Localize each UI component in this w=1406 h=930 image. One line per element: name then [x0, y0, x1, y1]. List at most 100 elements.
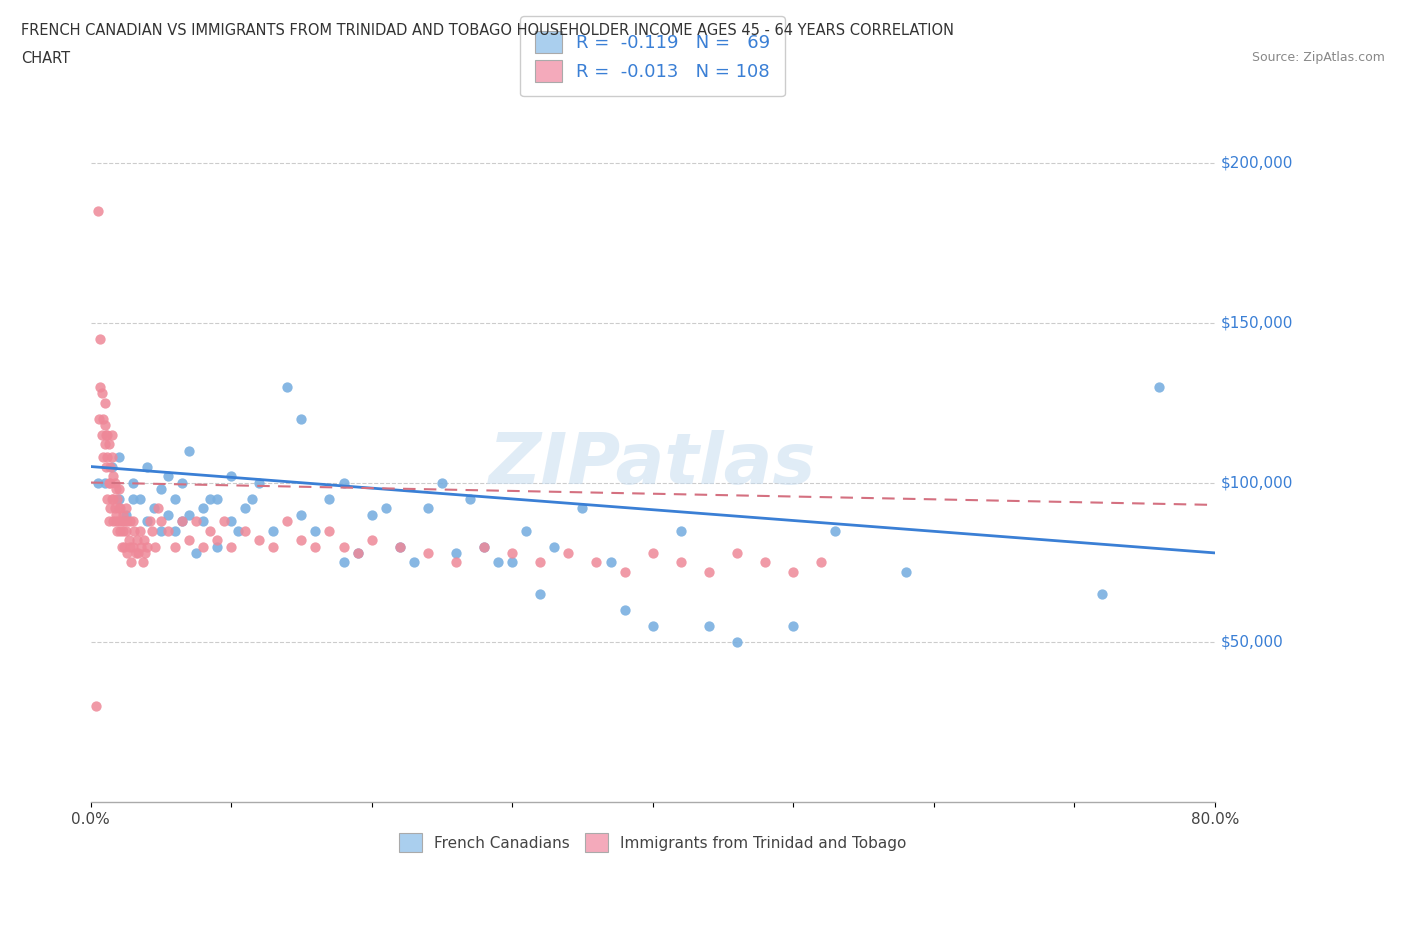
Text: ZIPatlas: ZIPatlas: [489, 430, 817, 499]
Point: [219, 469, 242, 484]
Point: [782, 619, 804, 634]
Point: [360, 507, 382, 522]
Point: [184, 513, 207, 528]
Point: [93, 475, 115, 490]
Point: [131, 555, 153, 570]
Point: [105, 523, 128, 538]
Point: [233, 500, 256, 515]
Point: [191, 500, 214, 515]
Point: [515, 523, 537, 538]
Point: [143, 539, 166, 554]
Point: [725, 635, 748, 650]
Point: [149, 523, 172, 538]
Point: [276, 379, 298, 394]
Point: [128, 523, 150, 538]
Point: [1147, 379, 1170, 394]
Point: [138, 513, 160, 528]
Point: [205, 539, 228, 554]
Point: [198, 491, 221, 506]
Point: [93, 395, 115, 410]
Point: [782, 565, 804, 579]
Point: [416, 500, 439, 515]
Point: [107, 449, 129, 464]
Point: [134, 546, 156, 561]
Point: [163, 539, 186, 554]
Text: Source: ZipAtlas.com: Source: ZipAtlas.com: [1251, 51, 1385, 64]
Point: [110, 539, 132, 554]
Point: [170, 475, 193, 490]
Point: [115, 546, 138, 561]
Point: [112, 513, 135, 528]
Point: [107, 513, 129, 528]
Point: [697, 619, 720, 634]
Point: [332, 539, 354, 554]
Point: [1091, 587, 1114, 602]
Point: [529, 555, 551, 570]
Point: [90, 386, 112, 401]
Point: [669, 555, 692, 570]
Point: [124, 546, 146, 561]
Point: [332, 555, 354, 570]
Point: [98, 459, 121, 474]
Point: [754, 555, 776, 570]
Point: [247, 533, 270, 548]
Point: [104, 507, 127, 522]
Text: $50,000: $50,000: [1220, 635, 1284, 650]
Point: [111, 507, 134, 522]
Point: [585, 555, 607, 570]
Point: [89, 331, 111, 346]
Point: [93, 418, 115, 432]
Text: FRENCH CANADIAN VS IMMIGRANTS FROM TRINIDAD AND TOBAGO HOUSEHOLDER INCOME AGES 4: FRENCH CANADIAN VS IMMIGRANTS FROM TRINI…: [21, 23, 955, 38]
Point: [318, 491, 340, 506]
Point: [472, 539, 495, 554]
Point: [141, 523, 163, 538]
Point: [170, 513, 193, 528]
Point: [96, 491, 118, 506]
Point: [101, 491, 124, 506]
Text: CHART: CHART: [21, 51, 70, 66]
Point: [120, 555, 142, 570]
Point: [121, 475, 143, 490]
Point: [114, 507, 136, 522]
Point: [156, 507, 179, 522]
Point: [156, 469, 179, 484]
Point: [290, 507, 312, 522]
Point: [104, 513, 127, 528]
Point: [142, 500, 165, 515]
Point: [96, 427, 118, 442]
Point: [360, 533, 382, 548]
Point: [89, 379, 111, 394]
Point: [98, 500, 121, 515]
Point: [205, 533, 228, 548]
Point: [894, 565, 917, 579]
Point: [110, 513, 132, 528]
Point: [177, 443, 200, 458]
Point: [374, 500, 396, 515]
Point: [132, 533, 155, 548]
Point: [613, 603, 636, 618]
Text: $200,000: $200,000: [1220, 155, 1292, 170]
Point: [101, 513, 124, 528]
Point: [262, 539, 284, 554]
Point: [444, 555, 467, 570]
Point: [219, 513, 242, 528]
Point: [191, 513, 214, 528]
Point: [388, 539, 411, 554]
Point: [121, 491, 143, 506]
Point: [104, 482, 127, 497]
Point: [486, 555, 509, 570]
Point: [86, 475, 108, 490]
Point: [529, 587, 551, 602]
Point: [108, 500, 131, 515]
Point: [641, 546, 664, 561]
Point: [93, 437, 115, 452]
Point: [117, 533, 139, 548]
Point: [669, 523, 692, 538]
Point: [290, 411, 312, 426]
Point: [90, 427, 112, 442]
Point: [87, 411, 110, 426]
Point: [91, 449, 114, 464]
Point: [388, 539, 411, 554]
Point: [98, 475, 121, 490]
Point: [458, 491, 481, 506]
